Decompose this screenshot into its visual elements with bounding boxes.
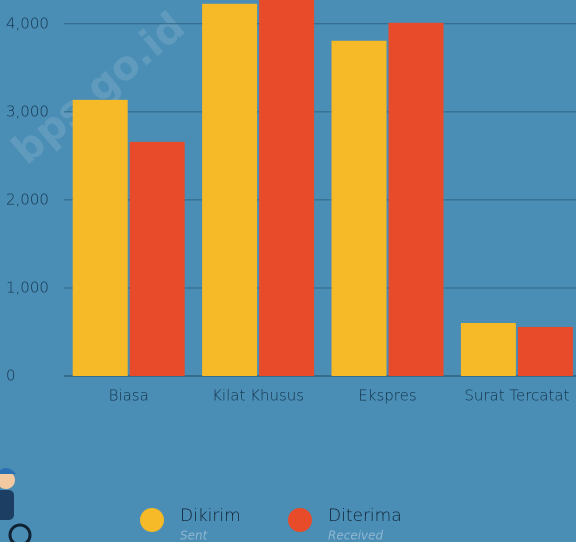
x-tick-label: Surat Tercatat — [464, 387, 569, 405]
cyclist-icon — [0, 468, 32, 542]
legend-label: Diterima — [328, 506, 402, 526]
legend-sublabel: Sent — [180, 529, 209, 542]
legend-sublabel: Received — [328, 529, 384, 542]
bar — [517, 326, 573, 376]
x-tick-label: Biasa — [109, 387, 149, 405]
y-tick-label: 3,000 — [6, 102, 49, 120]
bar — [259, 0, 315, 376]
y-tick-label: 4,000 — [6, 14, 49, 32]
x-tick-label: Ekspres — [358, 387, 416, 405]
legend-swatch — [288, 508, 312, 532]
y-tick-label: 0 — [6, 367, 16, 385]
y-tick-label: 1,000 — [6, 278, 49, 296]
legend-label: Dikirim — [180, 506, 241, 526]
bar — [331, 40, 387, 377]
y-tick-label: 2,000 — [6, 190, 49, 208]
bar — [129, 141, 185, 376]
bar — [388, 22, 444, 377]
legend-swatch — [140, 508, 164, 532]
bar — [72, 99, 128, 376]
bar — [202, 3, 258, 377]
x-tick-label: Kilat Khusus — [212, 387, 304, 405]
bar — [460, 322, 516, 376]
